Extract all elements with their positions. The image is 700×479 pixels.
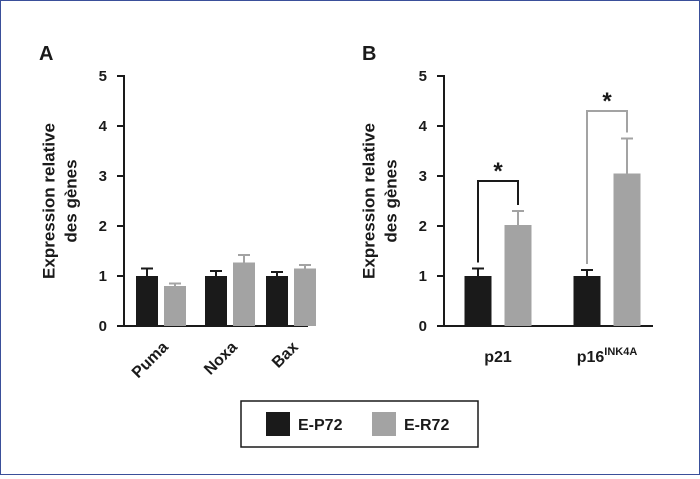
panel-letter: B: [362, 43, 376, 65]
x-tick-label: p16INK4A: [577, 346, 638, 366]
significance-bracket: [477, 180, 519, 263]
y-tick-label: 0: [99, 318, 107, 335]
bar-e-p72: [205, 276, 227, 326]
y-tick-label: 0: [419, 318, 427, 335]
y-tick-label: 1: [419, 268, 427, 285]
y-tick-label: 2: [419, 218, 427, 235]
bar-e-p72: [136, 276, 158, 326]
legend-swatch-e-p72: [266, 412, 290, 436]
legend-label: E-R72: [404, 417, 449, 434]
significance-star: *: [602, 88, 612, 115]
bar-e-r72: [164, 286, 186, 326]
x-tick-label-superscript: INK4A: [604, 346, 637, 358]
legend-label: E-P72: [298, 417, 343, 434]
chart-panel-a: A Expression relative des gènes 0 1 2 3 4 5 Puma N…: [39, 43, 316, 382]
bar-e-r72: [294, 268, 316, 326]
significance-star: *: [493, 158, 503, 185]
bar-e-p72: [266, 276, 288, 326]
x-tick-label: p21: [484, 349, 512, 366]
legend-swatch-e-r72: [372, 412, 396, 436]
panel-letter: A: [39, 43, 53, 65]
x-tick-label-main: p21: [484, 349, 512, 366]
y-axis-label-line: Expression relative: [359, 123, 378, 279]
significance-bracket: [586, 110, 628, 264]
y-tick-label: 5: [419, 68, 427, 85]
bar-e-r72: [233, 262, 255, 326]
bar-e-r72: [613, 173, 641, 326]
chart-panel-b: B Expression relative des gènes 0 1 2 3 4 5 p21 p1…: [359, 43, 653, 366]
y-axis-label-line: des gènes: [61, 159, 80, 242]
y-axis-label-line: Expression relative: [39, 123, 58, 279]
x-tick-label: Puma: [129, 339, 172, 382]
bar-e-p72: [573, 276, 601, 326]
x-tick-label: Bax: [269, 339, 302, 372]
y-tick-label: 2: [99, 218, 107, 235]
y-tick-label: 1: [99, 268, 107, 285]
bar-e-p72: [464, 276, 492, 326]
x-tick-label: Noxa: [201, 339, 241, 379]
legend: E-P72 E-R72: [240, 400, 479, 448]
y-tick-label: 3: [419, 168, 427, 185]
y-tick-label: 4: [99, 118, 108, 135]
x-tick-label-main: p16: [577, 349, 605, 366]
y-axis-label-line: des gènes: [381, 159, 400, 242]
bar-e-r72: [504, 225, 532, 326]
y-tick-label: 3: [99, 168, 107, 185]
y-tick-label: 4: [419, 118, 428, 135]
y-tick-label: 5: [99, 68, 107, 85]
